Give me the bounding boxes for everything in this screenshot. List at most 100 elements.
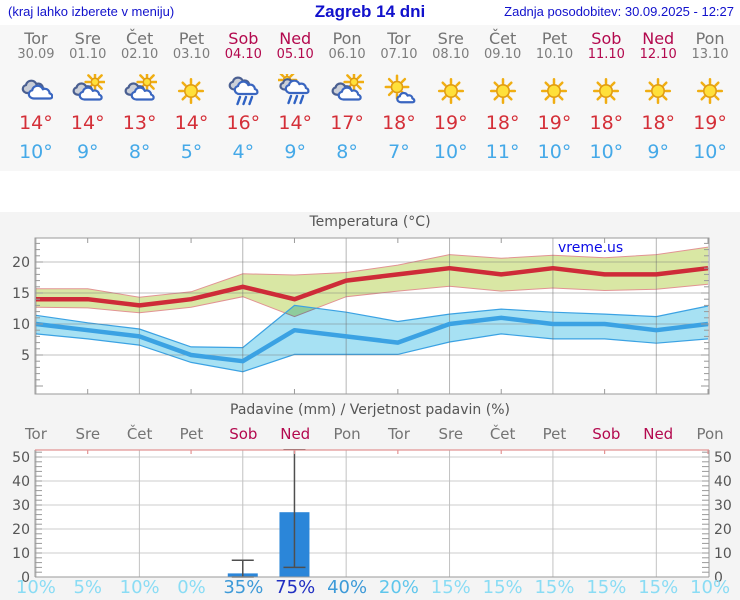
sunny-icon <box>541 77 568 105</box>
tmin-value: 10° <box>433 141 468 163</box>
tmax-value: 19° <box>693 112 727 134</box>
precip-day-label: Sob <box>592 425 621 443</box>
precip-day-label: Pon <box>333 425 361 443</box>
tmin-value: 9° <box>647 141 669 163</box>
day-name: Ned <box>642 29 675 48</box>
day-name: Čet <box>488 29 517 48</box>
weather-icon-cell <box>580 74 632 110</box>
precip-probability: 10% <box>690 577 731 598</box>
menu-hint: (kraj lahko izberete v meniju) <box>8 4 175 19</box>
precip-day-label: Sre <box>438 425 464 443</box>
weather-icon-cell <box>529 74 581 110</box>
svg-text:10: 10 <box>714 546 732 562</box>
day-date: 07.10 <box>380 47 418 62</box>
day-date: 04.10 <box>224 47 262 62</box>
temperature-chart-title: Temperatura (°C) <box>309 214 431 230</box>
precipitation-chart-title: Padavine (mm) / Verjetnost padavin (%) <box>230 402 510 418</box>
day-name: Pet <box>178 29 205 48</box>
tmax-value: 18° <box>485 112 520 134</box>
precip-probability: 15% <box>638 577 679 598</box>
tmax-value: 13° <box>122 112 157 134</box>
weather-icon-cell <box>373 74 425 110</box>
mostly-sunny-icon <box>384 74 416 104</box>
day-header-row: Tor 30.09 Sre 01.10 Čet 02.10 Pet 03.10 Sob 04.10… <box>10 30 736 68</box>
precip-day-label-row: Tor Sre Čet Pet Sob Ned Pon Tor Sre Čet Pet Sob Ned P… <box>10 424 736 444</box>
weather-icon-row <box>10 74 736 110</box>
day-name: Ned <box>279 29 312 48</box>
weather-icon-cell <box>684 74 736 110</box>
sunny-icon <box>489 77 516 105</box>
tmin-value: 10° <box>589 141 624 163</box>
sunny-icon <box>178 77 205 105</box>
weather-icon-cell <box>10 74 62 110</box>
precip-probability: 15% <box>430 577 471 598</box>
partly-cloudy-icon <box>72 74 105 101</box>
day-name: Tor <box>387 29 411 48</box>
watermark-link[interactable]: vreme.us <box>558 240 624 256</box>
weather-icon-cell <box>269 74 321 110</box>
precip-probability: 15% <box>586 577 627 598</box>
tmax-row: 14° 14° 13° 14° 16° 14° 17° 18° 19° 18° 19° 18° 18° 1… <box>10 110 736 136</box>
svg-text:50: 50 <box>714 450 732 466</box>
day-date: 06.10 <box>328 47 366 62</box>
weather-icon-cell <box>477 74 529 110</box>
sunny-icon <box>437 77 464 105</box>
day-name: Sob <box>228 29 259 48</box>
precip-probability: 10% <box>119 577 160 598</box>
tmin-value: 4° <box>232 141 255 163</box>
day-cell: Čet 02.10 <box>114 30 166 68</box>
day-date: 11.10 <box>587 47 625 62</box>
day-name: Pon <box>332 29 362 48</box>
precip-day-label: Čet <box>126 425 153 443</box>
day-cell: Ned 05.10 <box>269 30 321 68</box>
precip-probability: 0% <box>177 577 206 598</box>
tmin-value: 10° <box>537 141 572 163</box>
tmax-value: 17° <box>330 112 364 134</box>
day-cell: Pon 06.10 <box>321 30 373 68</box>
sunny-icon <box>645 77 672 105</box>
tmin-row: 10° 9° 8° 5° 4° 9° 8° 7° 10° 11° 10° 10° 9° 10° <box>10 139 736 165</box>
day-date: 02.10 <box>121 47 159 62</box>
precip-day-label: Sre <box>75 425 101 443</box>
precip-day-label: Tor <box>24 425 47 443</box>
precip-day-label: Tor <box>387 425 410 443</box>
sunny-icon <box>697 77 724 105</box>
tmin-value: 7° <box>388 141 410 163</box>
tmax-value: 14° <box>278 112 313 134</box>
precip-probability: 15% <box>534 577 575 598</box>
partly-cloudy-icon <box>124 74 157 101</box>
precip-probability: 20% <box>378 577 419 598</box>
svg-text:20: 20 <box>12 255 30 271</box>
sunny-icon <box>593 77 620 105</box>
tmax-value: 18° <box>641 112 676 134</box>
tmax-value: 18° <box>382 112 416 134</box>
tmin-value: 8° <box>336 141 358 163</box>
weather-icon-cell <box>632 74 684 110</box>
tmax-value: 16° <box>226 112 261 134</box>
day-name: Pon <box>695 29 725 48</box>
day-date: 01.10 <box>69 47 107 62</box>
day-cell: Pet 03.10 <box>166 30 218 68</box>
weather-icon-cell <box>425 74 477 110</box>
day-cell: Pet 10.10 <box>529 30 581 68</box>
sun-rain-icon <box>278 74 310 105</box>
svg-text:30: 30 <box>12 498 30 514</box>
tmin-value: 5° <box>180 141 203 163</box>
tmin-value: 10° <box>693 141 727 163</box>
day-cell: Sob 11.10 <box>580 30 632 68</box>
day-cell: Ned 12.10 <box>632 30 684 68</box>
day-cell: Tor 07.10 <box>373 30 425 68</box>
svg-text:20: 20 <box>12 522 30 538</box>
tmin-value: 11° <box>485 141 520 163</box>
svg-text:0: 0 <box>714 570 723 584</box>
day-cell: Sob 04.10 <box>217 30 269 68</box>
day-name: Tor <box>24 29 48 48</box>
rain-icon <box>228 76 259 106</box>
svg-text:40: 40 <box>12 474 30 490</box>
svg-text:30: 30 <box>714 498 732 514</box>
day-date: 12.10 <box>639 47 677 62</box>
precip-day-label: Pon <box>696 425 724 443</box>
svg-text:20: 20 <box>714 522 732 538</box>
precip-probability: 40% <box>327 577 368 598</box>
tmin-value: 8° <box>128 141 151 163</box>
